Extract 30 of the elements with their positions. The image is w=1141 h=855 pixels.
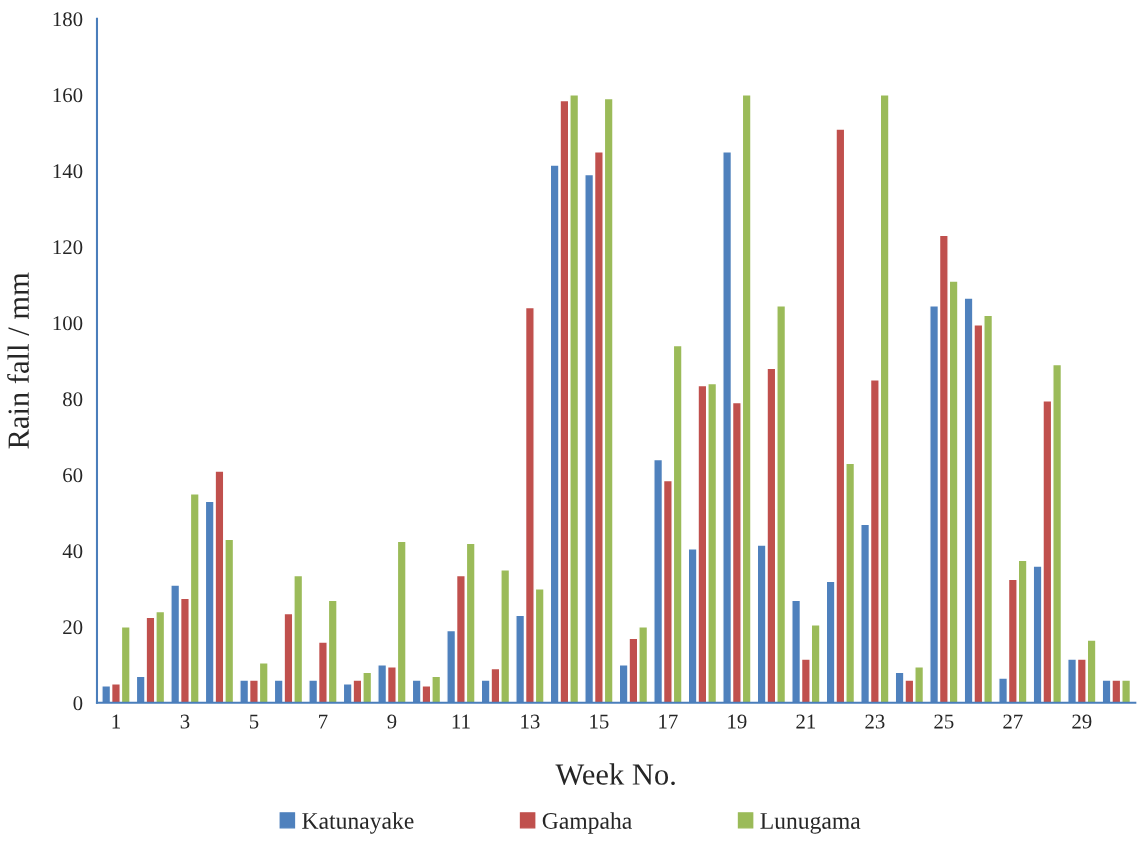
- x-tick-label: 19: [728, 714, 747, 729]
- y-tick-label: 140: [53, 164, 83, 179]
- x-tick-label: 21: [796, 714, 816, 729]
- x-tick-label: 11: [452, 714, 470, 729]
- legend-label: Gampaha: [542, 812, 632, 834]
- y-tick-label: 20: [63, 620, 83, 635]
- x-tick-label: 5: [249, 714, 259, 729]
- x-tick-label: 17: [659, 714, 678, 729]
- x-tick-label: 1: [112, 714, 120, 729]
- y-axis-title: Rain fall / mm: [7, 272, 29, 449]
- y-tick-label: 80: [63, 392, 83, 407]
- y-tick-label: 100: [53, 316, 83, 331]
- x-tick-label: 13: [521, 714, 540, 729]
- y-tick-label: 120: [53, 240, 83, 255]
- y-tick-label: 180: [53, 12, 83, 27]
- x-tick-label: 7: [319, 714, 328, 729]
- x-tick-label: 29: [1072, 714, 1092, 729]
- x-tick-label: 3: [180, 714, 190, 729]
- x-tick-label: 25: [934, 714, 954, 729]
- x-tick-label: 27: [1003, 714, 1023, 729]
- y-tick-label: 40: [62, 544, 83, 559]
- x-tick-label: 15: [590, 714, 609, 729]
- legend-label: Katunayake: [302, 812, 414, 834]
- y-tick-label: 60: [63, 468, 83, 483]
- x-axis-title: Week No.: [555, 763, 675, 786]
- x-tick-label: 9: [387, 714, 397, 729]
- x-tick-label: 23: [865, 714, 885, 729]
- y-tick-label: 160: [53, 88, 83, 103]
- y-tick-label: 0: [73, 696, 83, 711]
- legend-label: Lunugama: [760, 813, 861, 834]
